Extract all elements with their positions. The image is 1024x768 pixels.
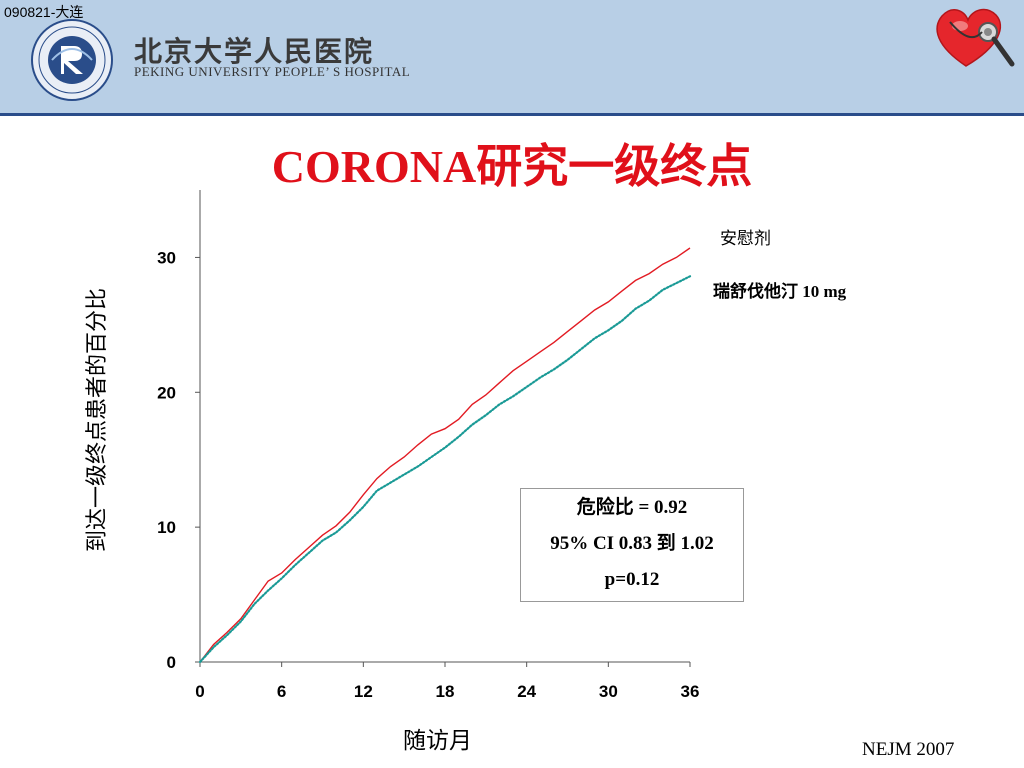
x-axis-label: 随访月 [403,728,472,754]
p-value-text: p=0.12 [604,569,660,590]
x-tick-label: 36 [681,682,700,701]
x-tick-label: 6 [277,682,286,701]
x-tick-label: 30 [599,682,618,701]
x-tick-label: 18 [436,682,455,701]
x-tick-label: 24 [517,682,536,701]
hospital-name-cn: 北京大学人民医院 [134,35,375,68]
y-tick-label: 20 [157,383,176,402]
hazard-ratio-box: 危险比 = 0.92 95% CI 0.83 到 1.02 p=0.12 [520,488,744,602]
x-tick-label: 0 [195,682,204,701]
series-line-placebo [199,247,691,663]
series-label-placebo: 安慰剂 [720,229,771,248]
heart-stethoscope-icon [936,8,1015,67]
header-divider [0,113,1024,116]
hospital-name-en: PEKING UNIVERSITY PEOPLE’ S HOSPITAL [134,64,411,79]
y-tick-label: 10 [157,518,176,537]
y-axis-label: 到达一级终点患者的百分比 [85,287,110,553]
confidence-interval-text: 95% CI 0.83 到 1.02 [550,533,714,554]
slide-id: 090821-大连 [4,4,84,20]
series-line-rosuvastatin [198,275,692,664]
header-banner [0,0,1024,113]
source-citation: NEJM 2007 [862,739,955,760]
y-tick-label: 0 [167,653,176,672]
x-tick-label: 12 [354,682,373,701]
series-label-rosuvastatin: 瑞舒伐他汀 10 mg [713,281,847,301]
slide-title: CORONA研究一级终点 [271,141,753,192]
y-tick-label: 30 [157,248,176,267]
hospital-seal-icon [31,19,113,101]
hazard-ratio-text: 危险比 = 0.92 [576,497,688,518]
